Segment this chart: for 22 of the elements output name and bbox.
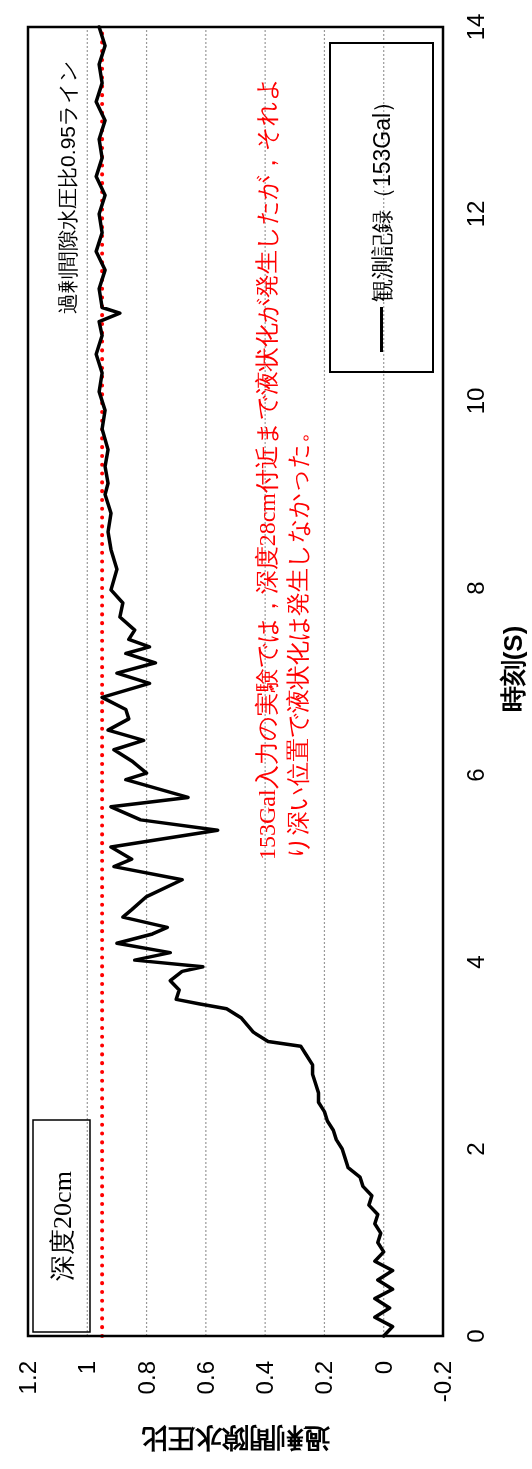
x-tick-label: 1.2 [14,1361,41,1395]
ref-line-label: 過剰間隙水圧比0.95ライン [56,60,80,314]
x-tick-label: 0 [369,1361,397,1375]
x-tick-label: 0.8 [132,1361,160,1395]
y2-tick-label: 8 [462,581,489,595]
x-tick-label: -0.2 [429,1361,456,1403]
y2-tick-label: 12 [462,200,489,228]
y2-tick-label: 14 [462,13,489,41]
x-tick-label: 0.6 [191,1361,219,1395]
y2-tick-label: 4 [462,955,489,969]
x-tick-label: 0.2 [310,1361,338,1395]
text: 観測記録（153Gal） [368,89,395,302]
y2-tick-label: 2 [462,1142,489,1156]
y2-axis-title: 時刻(S) [498,625,528,713]
x-tick-label: 1 [73,1361,101,1375]
y2-tick-label: 0 [462,1329,489,1343]
y2-tick-label: 6 [462,768,489,782]
y2-tick-label: 10 [462,387,489,415]
x-tick-label: 0.4 [251,1361,279,1395]
x-axis-title: 過剰間隙水圧比 [141,1423,330,1453]
annotation: 153Gal入力の実験では，深度28cm付近まで液状化が発生したが，それより深い位置で液状化は発生しなかった。 [254,76,311,860]
annotation: 深度20cm [48,1171,77,1281]
